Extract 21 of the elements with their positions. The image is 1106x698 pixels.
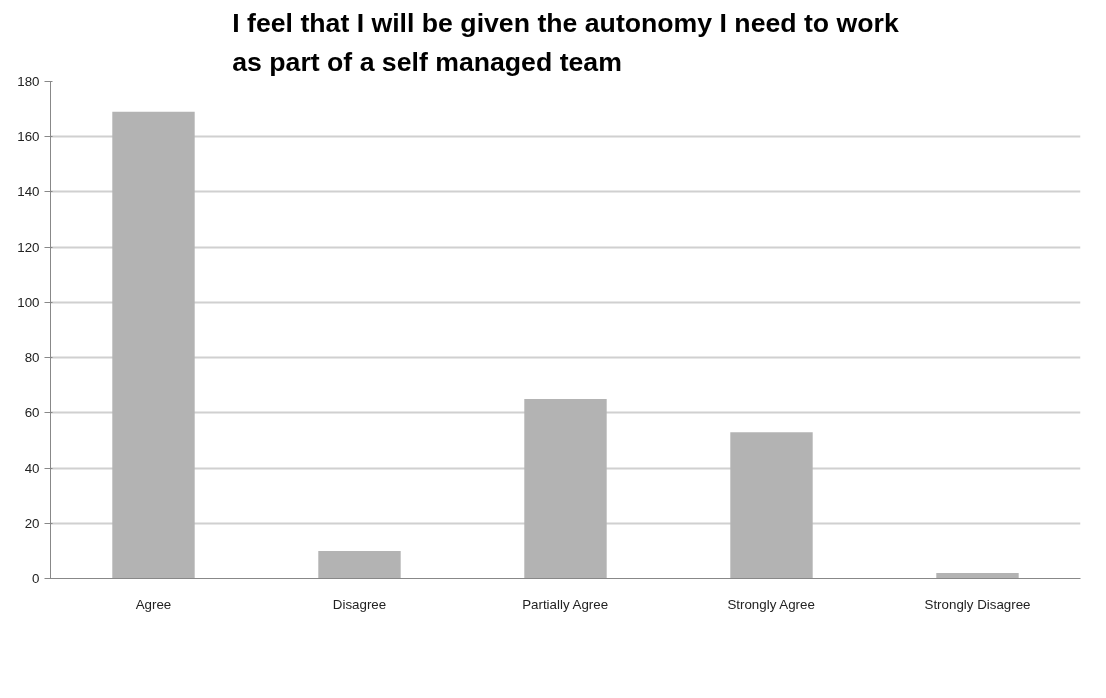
y-tick-label: 100 bbox=[17, 294, 40, 310]
x-tick-label: Partially Agree bbox=[522, 596, 609, 612]
x-tick-label: Strongly Agree bbox=[727, 596, 815, 612]
x-tick-label: Disagree bbox=[332, 596, 387, 612]
bar bbox=[112, 111, 195, 579]
chart-title: I feel that I will be given the autonomy I need to work as part of a self managed team bbox=[232, 7, 899, 77]
y-tick-label: 120 bbox=[17, 239, 40, 255]
bar bbox=[524, 399, 607, 579]
y-tick-label: 60 bbox=[24, 405, 40, 421]
y-tick-label: 180 bbox=[17, 74, 40, 89]
x-tick-label: Strongly Disagree bbox=[924, 596, 1031, 612]
y-tick-label: 40 bbox=[24, 460, 40, 476]
x-tick-label: Agree bbox=[135, 596, 172, 612]
y-tick-label: 80 bbox=[24, 350, 40, 366]
bar bbox=[936, 572, 1019, 579]
bar bbox=[318, 550, 401, 579]
y-tick-label: 160 bbox=[17, 129, 40, 145]
y-tick-label: 0 bbox=[32, 571, 40, 586]
y-tick-label: 140 bbox=[17, 184, 40, 200]
bar bbox=[730, 432, 813, 579]
y-tick-label: 20 bbox=[24, 515, 40, 531]
